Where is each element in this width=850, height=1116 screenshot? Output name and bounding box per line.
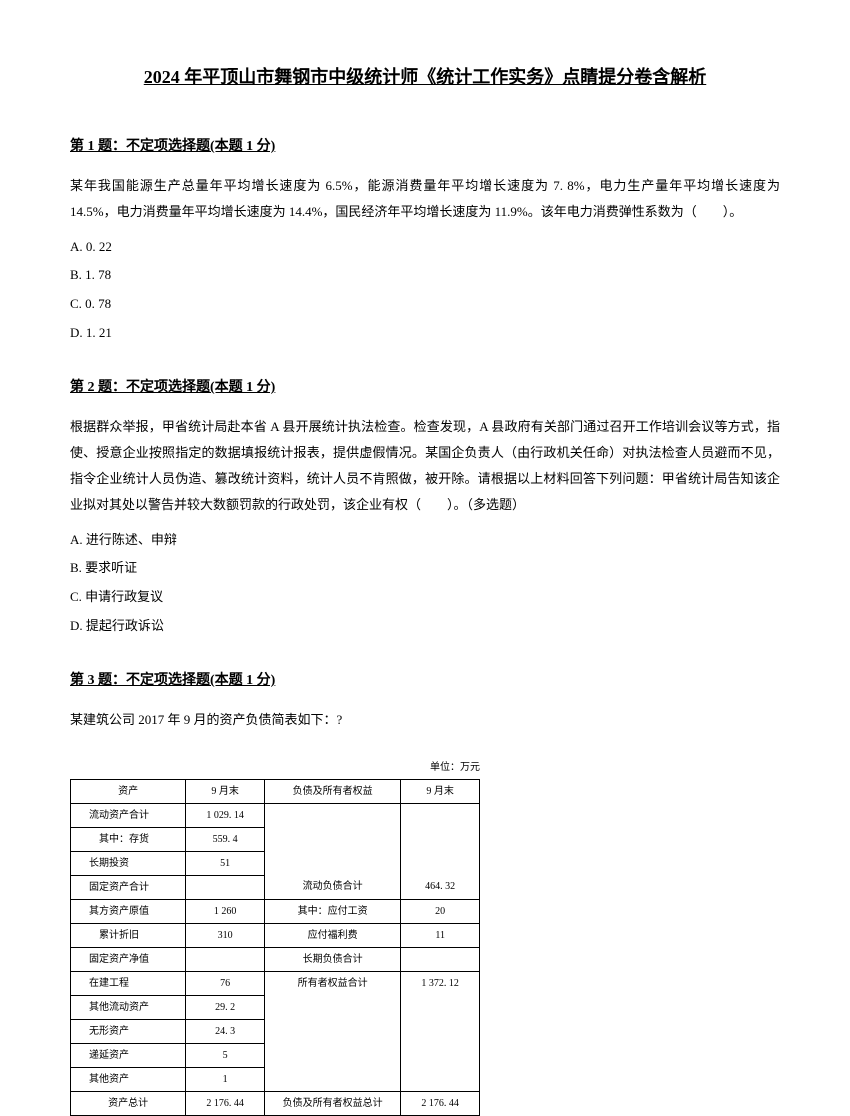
cell-blank <box>264 1043 400 1067</box>
cell-label: 其中：存货 <box>71 827 186 851</box>
table-row: 其方资产原值 1 260 其中：应付工资 20 <box>71 899 480 923</box>
table-row: 其他资产 1 <box>71 1067 480 1091</box>
cell-val: 1 <box>186 1067 265 1091</box>
q2-header: 第 2 题：不定项选择题(本题 1 分) <box>70 375 780 402</box>
th-liab-val: 9 月末 <box>401 779 480 803</box>
cell-label: 递延资产 <box>71 1043 186 1067</box>
cell-r-label: 应付福利费 <box>264 923 400 947</box>
cell-label: 流动资产合计 <box>71 803 186 827</box>
cell-blank <box>401 1043 480 1067</box>
cell-val: 24. 3 <box>186 1019 265 1043</box>
cell-r-val <box>401 947 480 971</box>
cell-blank <box>401 827 480 851</box>
cell-total-r-val: 2 176. 44 <box>401 1091 480 1115</box>
th-assets-val: 9 月末 <box>186 779 265 803</box>
q1-option-a: A. 0. 22 <box>70 233 780 262</box>
cell-blank <box>264 1019 400 1043</box>
cell-val: 559. 4 <box>186 827 265 851</box>
table-row: 无形资产 24. 3 <box>71 1019 480 1043</box>
q1-option-b: B. 1. 78 <box>70 261 780 290</box>
cell-r-val: 464. 32 <box>401 875 480 899</box>
cell-label: 其他流动资产 <box>71 995 186 1019</box>
page-title: 2024 年平顶山市舞钢市中级统计师《统计工作实务》点睛提分卷含解析 <box>70 60 780 94</box>
cell-blank <box>264 1067 400 1091</box>
cell-r-val: 20 <box>401 899 480 923</box>
cell-blank <box>264 995 400 1019</box>
q1-header: 第 1 题：不定项选择题(本题 1 分) <box>70 134 780 161</box>
balance-sheet-table: 资产 9 月末 负债及所有者权益 9 月末 流动资产合计 1 029. 14 其… <box>70 779 480 1116</box>
table-row: 在建工程 76 所有者权益合计 1 372. 12 <box>71 971 480 995</box>
table-row: 长期投资 51 <box>71 851 480 875</box>
cell-total-val: 2 176. 44 <box>186 1091 265 1115</box>
cell-label: 累计折旧 <box>71 923 186 947</box>
cell-r-val: 1 372. 12 <box>401 971 480 995</box>
cell-val: 310 <box>186 923 265 947</box>
cell-r-label: 流动负债合计 <box>264 875 400 899</box>
q1-body: 某年我国能源生产总量年平均增长速度为 6.5%，能源消费量年平均增长速度为 7.… <box>70 173 780 225</box>
table-unit-label: 单位：万元 <box>70 758 480 777</box>
q2-option-a: A. 进行陈述、申辩 <box>70 526 780 555</box>
table-footer-row: 资产总计 2 176. 44 负债及所有者权益总计 2 176. 44 <box>71 1091 480 1115</box>
cell-val: 1 260 <box>186 899 265 923</box>
cell-val: 29. 2 <box>186 995 265 1019</box>
q2-option-c: C. 申请行政复议 <box>70 583 780 612</box>
q1-option-d: D. 1. 21 <box>70 319 780 348</box>
table-row: 递延资产 5 <box>71 1043 480 1067</box>
table-header-row: 资产 9 月末 负债及所有者权益 9 月末 <box>71 779 480 803</box>
balance-sheet-wrapper: 单位：万元 资产 9 月末 负债及所有者权益 9 月末 流动资产合计 1 029… <box>70 758 780 1116</box>
cell-blank <box>264 851 400 875</box>
q1-option-c: C. 0. 78 <box>70 290 780 319</box>
cell-label: 在建工程 <box>71 971 186 995</box>
cell-r-label: 长期负债合计 <box>264 947 400 971</box>
cell-label: 固定资产净值 <box>71 947 186 971</box>
cell-val <box>186 947 265 971</box>
cell-label: 无形资产 <box>71 1019 186 1043</box>
q2-option-d: D. 提起行政诉讼 <box>70 612 780 641</box>
table-row: 固定资产净值 长期负债合计 <box>71 947 480 971</box>
table-row: 流动资产合计 1 029. 14 <box>71 803 480 827</box>
cell-blank <box>401 803 480 827</box>
q2-body: 根据群众举报，甲省统计局赴本省 A 县开展统计执法检查。检查发现，A 县政府有关… <box>70 414 780 518</box>
cell-r-label: 其中：应付工资 <box>264 899 400 923</box>
cell-blank <box>264 827 400 851</box>
cell-total-r-label: 负债及所有者权益总计 <box>264 1091 400 1115</box>
th-assets: 资产 <box>71 779 186 803</box>
cell-blank <box>401 995 480 1019</box>
table-row: 固定资产合计 流动负债合计 464. 32 <box>71 875 480 899</box>
cell-blank <box>264 803 400 827</box>
cell-val <box>186 875 265 899</box>
cell-blank <box>401 851 480 875</box>
q3-body: 某建筑公司 2017 年 9 月的资产负债简表如下：? <box>70 707 780 733</box>
cell-label: 其方资产原值 <box>71 899 186 923</box>
cell-val: 51 <box>186 851 265 875</box>
cell-label: 长期投资 <box>71 851 186 875</box>
table-row: 累计折旧 310 应付福利费 11 <box>71 923 480 947</box>
table-row: 其他流动资产 29. 2 <box>71 995 480 1019</box>
cell-label: 固定资产合计 <box>71 875 186 899</box>
cell-r-val: 11 <box>401 923 480 947</box>
cell-label: 其他资产 <box>71 1067 186 1091</box>
cell-val: 1 029. 14 <box>186 803 265 827</box>
cell-val: 76 <box>186 971 265 995</box>
table-row: 其中：存货 559. 4 <box>71 827 480 851</box>
cell-r-label: 所有者权益合计 <box>264 971 400 995</box>
cell-blank <box>401 1019 480 1043</box>
q2-option-b: B. 要求听证 <box>70 554 780 583</box>
q3-header: 第 3 题：不定项选择题(本题 1 分) <box>70 668 780 695</box>
cell-total-label: 资产总计 <box>71 1091 186 1115</box>
cell-blank <box>401 1067 480 1091</box>
cell-val: 5 <box>186 1043 265 1067</box>
th-liab: 负债及所有者权益 <box>264 779 400 803</box>
